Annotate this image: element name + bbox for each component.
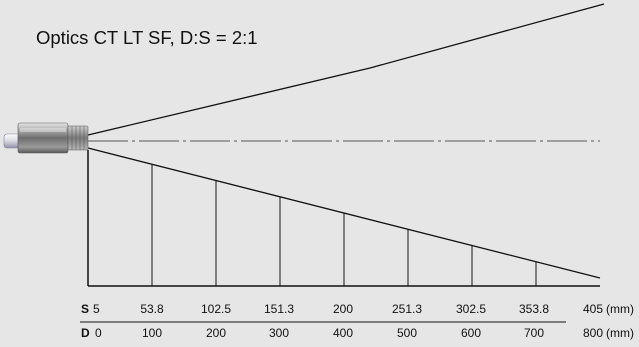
d-value: 0: [95, 326, 102, 340]
s-value: 251.3: [392, 302, 422, 316]
d-value: 100: [142, 326, 162, 340]
d-value: 300: [269, 326, 289, 340]
d-value: 200: [206, 326, 226, 340]
s-value: 5: [93, 302, 100, 316]
d-row-label: D: [81, 326, 90, 340]
ir-sensor-icon: [3, 122, 89, 154]
s-value: 102.5: [201, 302, 231, 316]
d-unit: (mm): [606, 326, 634, 340]
spot-size-markers: [151, 164, 537, 286]
d-value: 700: [524, 326, 544, 340]
s-unit: (mm): [606, 302, 634, 316]
d-value: 800: [583, 326, 603, 340]
s-value: 405: [583, 302, 603, 316]
s-value: 353.8: [519, 302, 549, 316]
d-value: 500: [397, 326, 417, 340]
s-value: 151.3: [264, 302, 294, 316]
s-value: 302.5: [456, 302, 486, 316]
d-value: 600: [461, 326, 481, 340]
s-row-label: S: [81, 302, 89, 316]
beam-upper-edge: [87, 3, 605, 136]
diagram-title: Optics CT LT SF, D:S = 2:1: [36, 27, 258, 48]
s-value: 200: [333, 302, 353, 316]
d-value: 400: [333, 326, 353, 340]
s-value: 53.8: [140, 302, 164, 316]
